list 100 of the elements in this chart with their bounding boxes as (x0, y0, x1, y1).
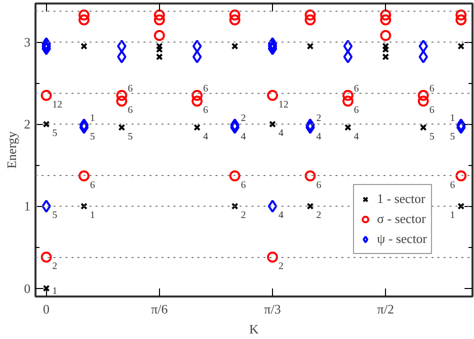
point (418, 96, 429, 107)
x-tick-label: π/6 (151, 302, 168, 316)
point (304, 14, 316, 26)
legend-label: σ - sector (377, 211, 426, 227)
point (192, 96, 203, 107)
y-axis-title: Energy (4, 130, 19, 169)
point (420, 124, 427, 131)
point (42, 284, 50, 292)
point (456, 10, 467, 20)
x-tick-label: π/2 (377, 302, 394, 316)
point (268, 200, 278, 213)
annotation: 1 (90, 210, 95, 222)
y-tick-label: 0 (24, 280, 30, 296)
annotation: 5 (52, 128, 58, 140)
point (418, 90, 429, 101)
annotation: 6 (128, 83, 133, 94)
point (306, 42, 314, 50)
annotation: 6 (240, 180, 246, 191)
point (192, 90, 203, 101)
point (117, 40, 126, 53)
point (269, 120, 276, 128)
point (230, 120, 240, 134)
point (154, 30, 165, 41)
annotation: 1 (450, 112, 456, 124)
annotation: 4 (278, 210, 284, 222)
point (382, 46, 390, 53)
point (230, 118, 240, 132)
annotation: 6 (354, 105, 359, 116)
point (118, 124, 126, 131)
point (117, 50, 126, 64)
annotation: 2 (316, 210, 322, 222)
point (154, 14, 165, 26)
point (342, 96, 354, 107)
annotation: 6 (354, 83, 359, 94)
annotation: 4 (316, 131, 322, 142)
point (78, 170, 90, 182)
point (192, 40, 202, 53)
point (116, 96, 128, 107)
annotation: 4 (240, 131, 246, 142)
point (380, 30, 392, 41)
point (229, 14, 240, 26)
annotation: 5 (52, 210, 58, 222)
annotation: 6 (203, 105, 208, 116)
point (229, 10, 240, 20)
point (344, 124, 352, 131)
annotation: 2 (316, 112, 322, 124)
point (80, 202, 88, 210)
point (382, 53, 390, 60)
point (418, 50, 428, 64)
point (42, 200, 51, 213)
point (382, 42, 390, 50)
annotation: 1 (52, 286, 58, 297)
point (194, 124, 201, 131)
point (268, 37, 278, 50)
y-tick-label: 1 (24, 198, 30, 214)
x-tick-label: 0 (43, 302, 50, 316)
annotation: 6 (128, 105, 133, 116)
point (342, 90, 354, 101)
x-tick-label: π/3 (264, 302, 281, 316)
point (80, 42, 88, 50)
point (304, 170, 316, 182)
point (231, 42, 238, 50)
point (458, 42, 465, 50)
point (458, 202, 465, 210)
point (456, 170, 467, 182)
point (156, 46, 163, 53)
y-tick-label: 2 (24, 116, 30, 132)
annotation: 2 (278, 261, 284, 272)
point (79, 120, 89, 134)
point (42, 37, 51, 50)
point (78, 10, 90, 20)
point (40, 252, 52, 263)
annotation: 2 (240, 112, 246, 124)
legend-label: ψ - sector (377, 231, 428, 247)
point (456, 14, 467, 26)
annotation: 6 (429, 105, 434, 116)
annotation: 4 (278, 128, 284, 140)
point (40, 90, 52, 101)
annotation: 5 (90, 131, 95, 142)
annotation: 1 (450, 210, 456, 222)
annotation: 6 (316, 180, 322, 191)
annotation: 6 (429, 83, 434, 94)
annotation: 6 (90, 180, 95, 191)
point (267, 252, 278, 263)
point (268, 42, 278, 56)
point (304, 10, 316, 20)
point (306, 202, 314, 210)
annotation: 5 (429, 131, 434, 142)
annotation: 4 (354, 131, 359, 142)
point (42, 120, 50, 128)
point (156, 53, 163, 60)
point (42, 42, 51, 56)
point (456, 120, 466, 134)
point (306, 118, 315, 132)
point (456, 118, 466, 132)
y-tick-label: 3 (24, 34, 30, 50)
legend-label: 1 - sector (377, 191, 426, 207)
point (154, 10, 165, 20)
annotation: 4 (203, 131, 208, 142)
annotation: 2 (52, 261, 58, 272)
